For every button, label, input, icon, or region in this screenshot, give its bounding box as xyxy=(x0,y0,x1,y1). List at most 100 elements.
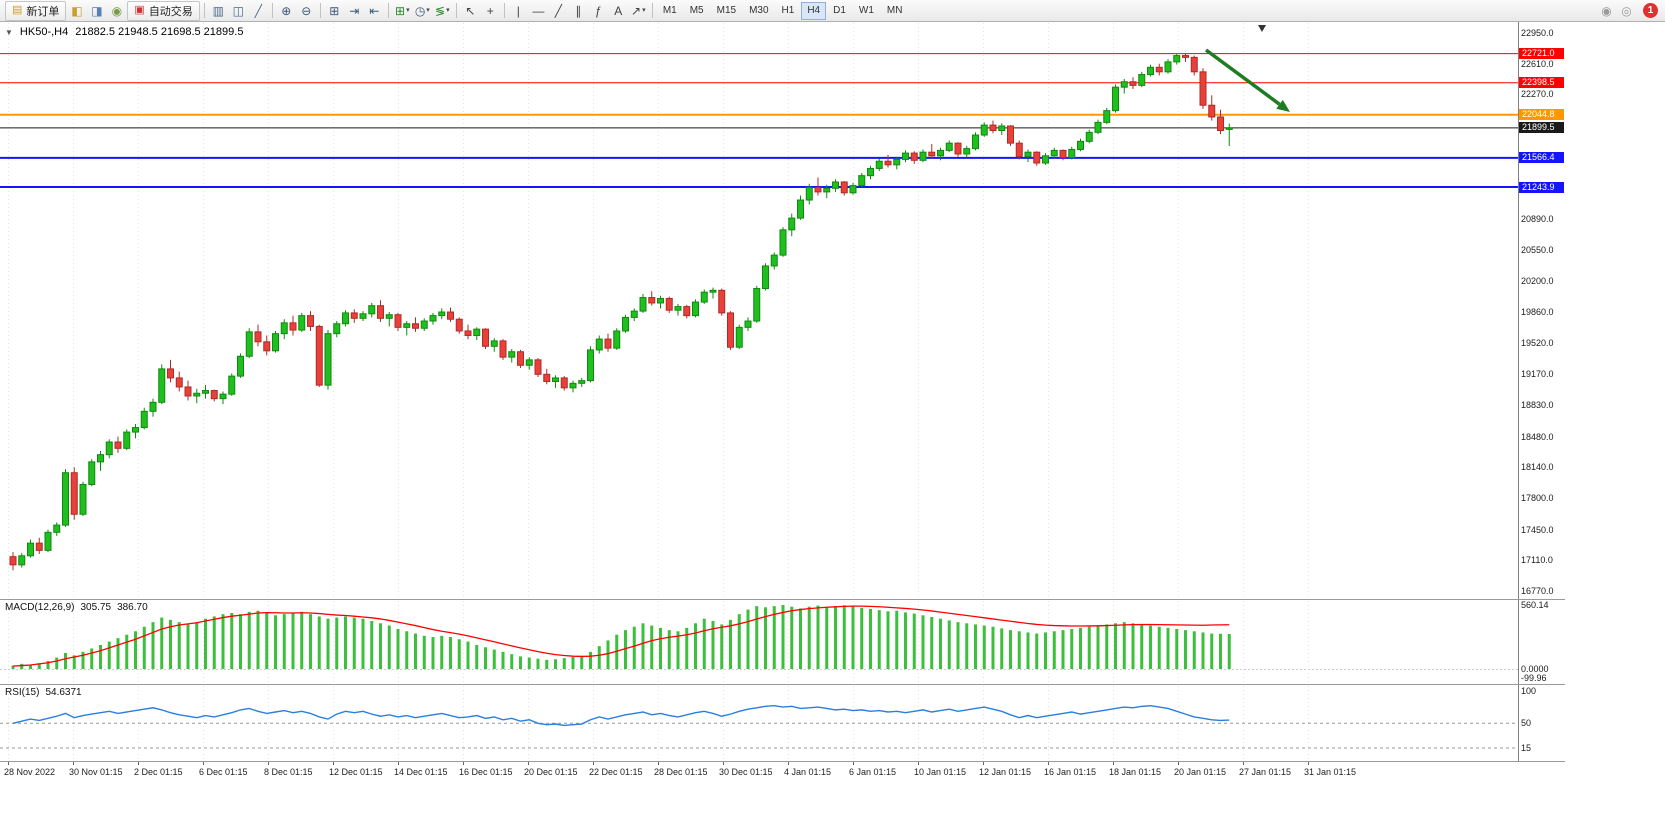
dropdown-caret-icon: ▾ xyxy=(426,7,430,14)
timeframe-m5[interactable]: M5 xyxy=(689,5,704,16)
market-watch-icon[interactable]: ◧ xyxy=(71,3,83,18)
autotrading-button-label: 自动交易 xyxy=(148,5,193,18)
new-order-button[interactable]: ▤ 新订单 xyxy=(5,0,67,21)
trendline-icon[interactable]: ╱ xyxy=(554,3,562,18)
time-axis-label: 28 Nov 2022 xyxy=(4,767,56,777)
indicators-icon[interactable]: ≶ ▾ xyxy=(435,3,450,18)
terminal-icon[interactable]: ◉ xyxy=(111,3,123,18)
bar-chart-icon[interactable]: ▥ xyxy=(212,3,224,18)
timeframe-m1[interactable]: M1 xyxy=(662,5,677,16)
rsi-canvas[interactable] xyxy=(0,685,1565,761)
time-axis-label: 6 Dec 01:15 xyxy=(199,767,248,777)
time-axis-tick xyxy=(788,762,789,765)
rsi-axis-label: 100 xyxy=(1521,686,1537,696)
symbol-period-label: HK50-,H4 xyxy=(19,26,69,38)
line-chart-icon[interactable]: ╱ xyxy=(254,3,262,18)
horizontal-price-lines[interactable] xyxy=(0,53,1518,189)
ohlc-readout: ▼ HK50-,H4 21882.5 21948.5 21698.5 21899… xyxy=(5,26,243,38)
macd-signal-line xyxy=(12,605,1230,667)
time-axis-tick xyxy=(983,762,984,765)
timeframe-m30[interactable]: M30 xyxy=(749,5,769,16)
dropdown-caret-icon: ▾ xyxy=(642,7,646,14)
rsi-value: 54.6371 xyxy=(45,687,82,698)
fibonacci-icon[interactable]: ƒ xyxy=(594,3,602,18)
new-order-button-label: 新订单 xyxy=(26,5,60,18)
time-axis-tick xyxy=(1178,762,1179,765)
time-axis-tick xyxy=(1308,762,1309,765)
new-chart-icon[interactable]: ⊞ ▾ xyxy=(395,3,410,18)
chart-shift-icon[interactable]: ⇤ xyxy=(369,3,380,18)
time-axis-label: 30 Nov 01:15 xyxy=(69,767,123,777)
price-axis-label: 18140.0 xyxy=(1521,462,1554,473)
mql5-community-icon[interactable]: ◉ xyxy=(1601,3,1612,18)
timeframe-h1[interactable]: H1 xyxy=(781,5,795,16)
trend-arrow[interactable] xyxy=(1204,48,1281,106)
time-axis-tick xyxy=(918,762,919,765)
cursor-icon[interactable]: ↖ xyxy=(465,3,476,18)
rsi-label: RSI(15) 54.6371 xyxy=(5,687,82,698)
time-axis-label: 16 Jan 01:15 xyxy=(1044,767,1097,777)
main-chart-panel[interactable]: ▼ HK50-,H4 21882.5 21948.5 21698.5 21899… xyxy=(0,22,1565,600)
crosshair-icon[interactable]: + xyxy=(486,3,494,18)
main-chart-canvas[interactable] xyxy=(0,22,1565,599)
trend-arrow-head-icon[interactable] xyxy=(1276,99,1290,112)
time-axis-tick xyxy=(1243,762,1244,765)
time-axis-label: 14 Dec 01:15 xyxy=(394,767,448,777)
text-icon[interactable]: A xyxy=(614,3,623,18)
macd-histogram xyxy=(11,605,1231,669)
macd-name: MACD(12,26,9) xyxy=(5,602,75,613)
notification-badge[interactable]: 1 xyxy=(1643,3,1658,18)
navigator-icon[interactable]: ◨ xyxy=(91,3,103,18)
one-click-trading-toggle-icon[interactable]: ▼ xyxy=(5,27,13,37)
zoom-out-icon[interactable]: ⊖ xyxy=(301,3,312,18)
price-line-badge: 22721.0 xyxy=(1519,48,1564,60)
auto-scroll-icon[interactable]: ⇥ xyxy=(349,3,360,18)
search-icon[interactable]: ◎ xyxy=(1621,3,1632,18)
price-line-badge: 21566.4 xyxy=(1519,152,1564,164)
vertical-line-icon[interactable]: | xyxy=(516,3,520,18)
time-axis-label: 4 Jan 01:15 xyxy=(784,767,832,777)
price-line-badge: 21243.9 xyxy=(1519,181,1564,193)
time-axis[interactable]: 28 Nov 2022 30 Nov 01:15 2 Dec 01:15 6 Dec … xyxy=(0,762,1565,782)
timeframe-m15[interactable]: M15 xyxy=(716,5,737,16)
autotrading-button[interactable]: ▣ 自动交易 xyxy=(127,0,200,21)
chart-period-icon[interactable]: ◷ ▾ xyxy=(414,3,430,18)
time-axis-label: 6 Jan 01:15 xyxy=(849,767,897,777)
toolbar-separator xyxy=(651,3,653,18)
rsi-line xyxy=(12,704,1230,727)
zoom-in-icon[interactable]: ⊕ xyxy=(281,3,292,18)
time-axis-tick xyxy=(8,762,9,765)
timeframe-h4[interactable]: H4 xyxy=(801,1,827,20)
price-axis-label: 18480.0 xyxy=(1521,431,1554,442)
time-axis-tick xyxy=(73,762,74,765)
price-axis-label: 18830.0 xyxy=(1521,400,1554,410)
price-axis-label: 16770.0 xyxy=(1521,586,1554,596)
horizontal-line-icon[interactable]: — xyxy=(532,3,545,18)
equidistant-channel-icon[interactable]: ∥ xyxy=(575,3,582,18)
timeframe-d1[interactable]: D1 xyxy=(833,5,846,16)
time-axis-tick xyxy=(1048,762,1049,765)
toolbar-separator xyxy=(455,3,457,18)
price-axis-label: 17800.0 xyxy=(1521,493,1554,503)
macd-panel[interactable]: MACD(12,26,9) 305.75 386.70 560.14 0.0000… xyxy=(0,600,1565,685)
tile-windows-icon[interactable]: ⊞ xyxy=(329,3,340,18)
arrows-icon[interactable]: ↗ ▾ xyxy=(631,3,646,18)
macd-axis-label: 560.14 xyxy=(1521,600,1549,610)
price-axis-label: 17110.0 xyxy=(1521,555,1553,566)
time-axis-tick xyxy=(203,762,204,765)
price-axis-label: 19860.0 xyxy=(1521,307,1554,317)
timeframe-w1[interactable]: W1 xyxy=(858,5,874,16)
timeframe-mn[interactable]: MN xyxy=(886,5,903,16)
time-axis-label: 31 Jan 01:15 xyxy=(1304,767,1357,777)
chart-shift-marker-icon[interactable] xyxy=(1258,25,1266,32)
candlestick-chart-icon[interactable]: ◫ xyxy=(232,3,244,18)
time-axis-tick xyxy=(268,762,269,765)
rsi-panel[interactable]: RSI(15) 54.6371 100 50 15 xyxy=(0,685,1565,762)
price-axis-label: 19170.0 xyxy=(1521,369,1554,380)
time-axis-tick xyxy=(593,762,594,765)
rsi-axis-label: 15 xyxy=(1521,743,1532,753)
macd-canvas[interactable] xyxy=(0,600,1565,684)
price-axis-label: 19520.0 xyxy=(1521,337,1554,348)
time-axis-label: 27 Jan 01:15 xyxy=(1239,767,1292,777)
